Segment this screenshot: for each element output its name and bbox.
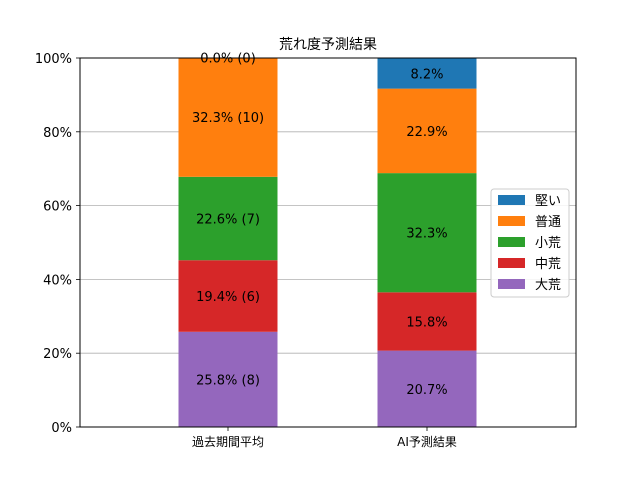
plot-frame bbox=[79, 57, 577, 428]
x-tick-label: 過去期間平均 bbox=[192, 435, 264, 449]
legend-swatch bbox=[498, 216, 525, 226]
bar-segment bbox=[178, 57, 278, 177]
legend-swatch bbox=[498, 279, 525, 289]
bars bbox=[178, 57, 477, 427]
y-tick-label: 0% bbox=[51, 421, 72, 436]
y-tick-label: 100% bbox=[35, 52, 72, 67]
data-label: 25.8% (8) bbox=[196, 373, 260, 388]
bar-segment bbox=[377, 58, 477, 89]
bar-segment bbox=[377, 173, 477, 293]
legend-swatch bbox=[498, 258, 525, 268]
x-tick-label: AI予測結果 bbox=[397, 435, 457, 449]
legend-label: 堅い bbox=[535, 194, 561, 209]
data-labels: 25.8% (8) 19.4% (6) 22.6% (7) 32.3% (10) 0.0… bbox=[192, 52, 448, 398]
y-tick-label: 80% bbox=[43, 126, 72, 141]
data-label: 8.2% bbox=[410, 67, 443, 82]
legend-label: 中荒 bbox=[535, 257, 561, 272]
data-label: 22.9% bbox=[406, 125, 447, 140]
legend-swatch bbox=[498, 195, 525, 205]
data-label: 32.3% (10) bbox=[192, 111, 264, 126]
y-tick-label: 20% bbox=[43, 347, 72, 362]
legend-swatch bbox=[498, 237, 525, 247]
legend-label: 普通 bbox=[535, 215, 561, 230]
y-tick-label: 40% bbox=[43, 273, 72, 288]
y-tick-label: 60% bbox=[43, 200, 72, 215]
bar-segment bbox=[178, 331, 278, 427]
bar-segment bbox=[377, 350, 477, 427]
chart-title: 荒れ度予測結果 bbox=[279, 37, 377, 53]
bar-segment bbox=[178, 176, 278, 261]
data-label: 20.7% bbox=[406, 383, 447, 398]
legend-label: 小荒 bbox=[535, 236, 561, 251]
data-label: 15.8% bbox=[406, 315, 447, 330]
data-label: 0.0% (0) bbox=[200, 52, 256, 67]
data-label: 19.4% (6) bbox=[196, 290, 260, 305]
legend-label: 大荒 bbox=[535, 278, 561, 293]
axes: 0% 20% 40% 60% 80% 100% 過去期間平均 AI予測結果 bbox=[35, 52, 457, 449]
bar-segment bbox=[178, 260, 278, 332]
bar-segment bbox=[377, 88, 477, 174]
data-label: 22.6% (7) bbox=[196, 213, 260, 228]
bar-segment bbox=[377, 292, 477, 351]
data-label: 32.3% bbox=[406, 227, 447, 242]
